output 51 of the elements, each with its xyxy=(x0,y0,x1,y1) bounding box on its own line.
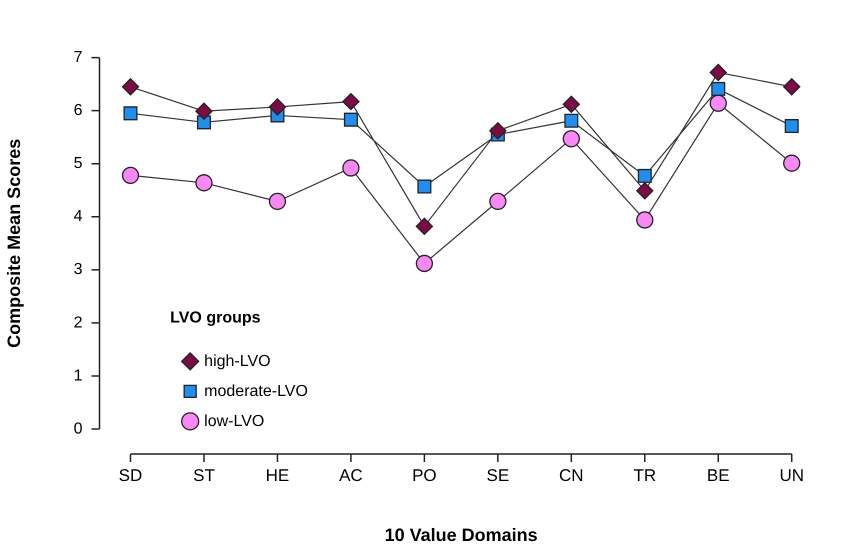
y-tick-label: 0 xyxy=(74,420,83,438)
point xyxy=(638,168,652,183)
y-tick-label: 2 xyxy=(74,314,83,332)
point xyxy=(784,119,799,134)
x-tick-label: PO xyxy=(412,466,437,485)
point xyxy=(711,82,726,96)
y-tick-label: 5 xyxy=(74,155,83,172)
point xyxy=(710,94,727,112)
x-tick-label: AC xyxy=(339,466,363,485)
point xyxy=(195,102,213,120)
point xyxy=(123,106,138,120)
point xyxy=(344,112,358,127)
point xyxy=(416,218,434,235)
point xyxy=(564,114,578,128)
point xyxy=(783,154,800,172)
point xyxy=(122,166,140,184)
legend-title: LVO groups xyxy=(170,310,261,327)
y-tick-label: 7 xyxy=(74,49,83,66)
point xyxy=(636,211,654,229)
point xyxy=(342,92,360,110)
point xyxy=(268,192,286,210)
point xyxy=(710,64,727,82)
x-tick-label: UN xyxy=(779,466,804,485)
x-tick-label: SE xyxy=(486,466,510,485)
legend-label: high-LVO xyxy=(204,352,271,370)
x-tick-label: BE xyxy=(706,466,730,485)
point xyxy=(562,130,580,148)
legend-label: moderate-LVO xyxy=(204,382,308,400)
x-tick-label: SD xyxy=(118,466,142,485)
legend-label: low-LVO xyxy=(204,412,264,430)
y-axis-title: Composite Mean Scores xyxy=(4,138,24,348)
x-axis-title: 10 Value Domains xyxy=(384,525,538,546)
x-tick-label: TR xyxy=(633,466,656,485)
point xyxy=(416,254,434,272)
x-tick-label: CN xyxy=(559,466,584,485)
point xyxy=(562,96,580,113)
y-tick-label: 1 xyxy=(74,367,83,384)
point xyxy=(489,122,506,140)
point xyxy=(268,98,286,116)
y-tick-label: 6 xyxy=(74,102,83,120)
point xyxy=(195,174,213,192)
x-tick-label: HE xyxy=(266,466,290,485)
point xyxy=(489,192,506,210)
point xyxy=(636,182,654,200)
point xyxy=(783,78,800,96)
x-tick-label: ST xyxy=(193,466,215,485)
y-tick-label: 4 xyxy=(74,208,83,226)
y-tick-label: 3 xyxy=(74,261,83,278)
point xyxy=(342,159,360,177)
point xyxy=(122,78,140,96)
point xyxy=(417,180,432,194)
